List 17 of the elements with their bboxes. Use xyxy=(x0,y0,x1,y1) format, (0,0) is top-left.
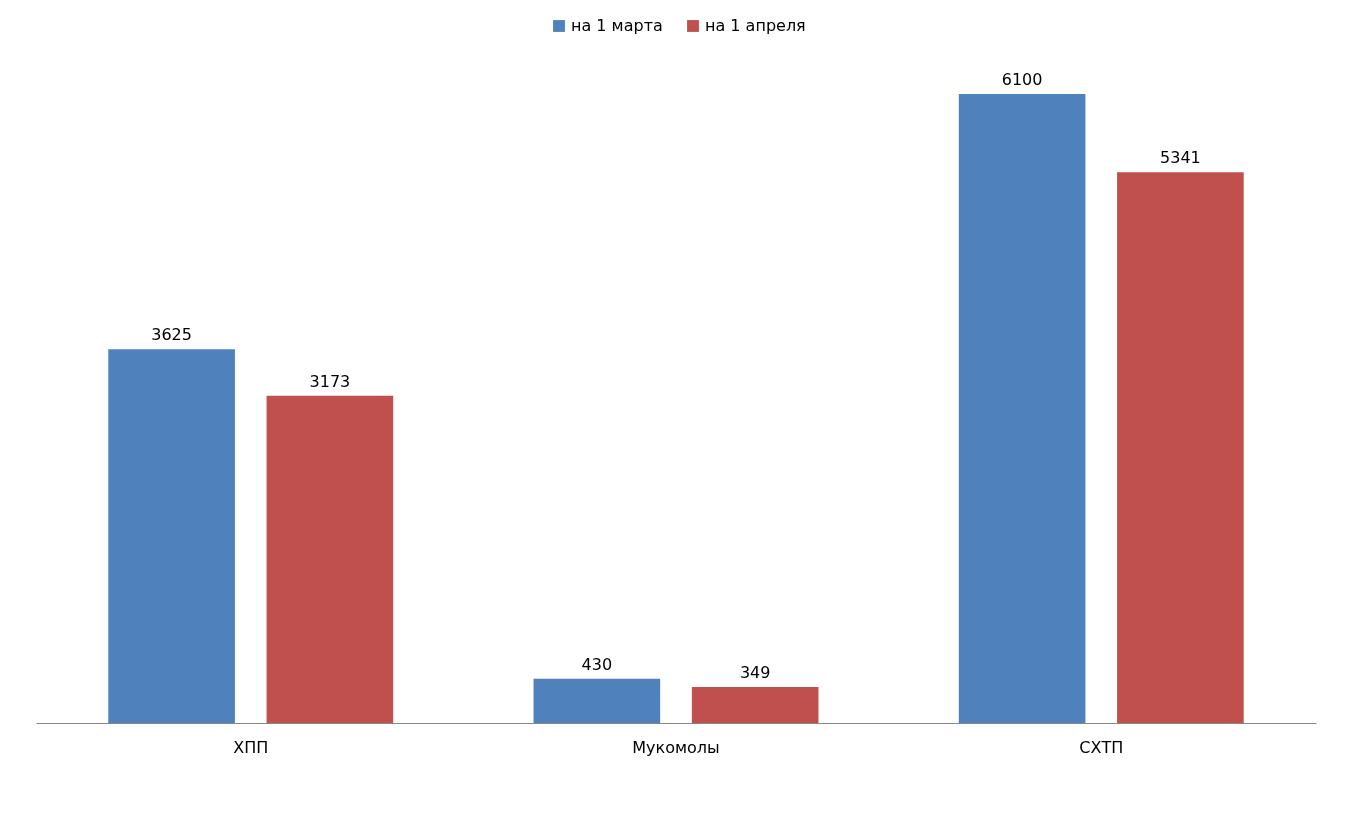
legend-label: на 1 марта xyxy=(571,16,663,35)
data-label: 6100 xyxy=(1001,70,1043,89)
bar xyxy=(533,678,661,723)
data-label: 430 xyxy=(581,654,613,674)
bar xyxy=(691,687,819,723)
bar xyxy=(1117,172,1244,723)
x-tick-label: СХТП xyxy=(1079,737,1124,757)
bar xyxy=(266,395,394,723)
data-label: 3625 xyxy=(151,325,192,345)
data-label: 349 xyxy=(739,663,771,683)
data-label: 5341 xyxy=(1160,148,1201,168)
x-tick-label: ХПП xyxy=(233,737,269,757)
x-tick-label: Мукомолы xyxy=(632,737,720,757)
legend-label: на 1 апреля xyxy=(705,16,806,35)
bar xyxy=(958,94,1086,723)
bar xyxy=(108,349,235,723)
data-label: 3173 xyxy=(309,371,351,391)
